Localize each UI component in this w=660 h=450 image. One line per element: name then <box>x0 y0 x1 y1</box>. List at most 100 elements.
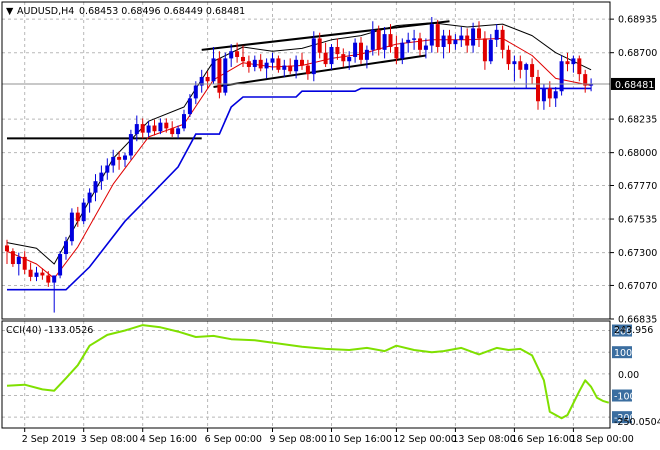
candle-bull <box>270 52 275 70</box>
candle-body <box>282 65 287 70</box>
candle-bull <box>128 129 133 160</box>
candle-bull <box>211 46 216 85</box>
candle-bull <box>146 121 151 137</box>
candle-body <box>370 29 375 50</box>
candle-body <box>459 35 464 40</box>
candle-body <box>589 84 594 86</box>
candle-bear <box>577 55 582 82</box>
time-tick-label: 3 Sep 08:00 <box>81 434 138 445</box>
candle-bear <box>75 206 80 227</box>
candle-body <box>429 24 434 46</box>
cci-label: CCI(40) -133.0526 <box>6 325 93 336</box>
candle-body <box>423 45 428 50</box>
candle-body <box>317 38 322 53</box>
candle-body <box>353 42 358 57</box>
candle-body <box>164 122 169 129</box>
candle-bull <box>123 152 127 167</box>
candle-body <box>128 134 133 156</box>
candle-bear <box>530 58 535 85</box>
candle-body <box>211 58 216 82</box>
candle-bull <box>589 78 594 92</box>
candle-bear <box>323 42 328 67</box>
price-tick-label: 0.66835 <box>618 315 657 326</box>
candle-body <box>506 49 511 65</box>
candle-bear <box>359 36 363 65</box>
candle-bear <box>518 55 523 79</box>
cci-level-tag <box>612 389 632 402</box>
candle-bear <box>335 38 340 60</box>
trendline <box>213 54 427 88</box>
candle-bull <box>187 94 192 117</box>
candle-bull <box>488 34 493 65</box>
price-tick-label: 0.68000 <box>618 148 657 159</box>
candle-body <box>170 128 175 135</box>
price-tick-label: 0.67535 <box>618 215 657 226</box>
candle-bull <box>406 32 411 53</box>
candle-bull <box>364 45 369 69</box>
candle-bear <box>477 21 481 47</box>
candle-body <box>500 29 505 50</box>
candle-body <box>347 56 352 62</box>
candle-bull <box>193 81 198 105</box>
candle-body <box>182 114 186 129</box>
candle-bear <box>506 45 511 70</box>
candle-body <box>87 192 92 203</box>
candle-body <box>246 61 251 67</box>
candle-body <box>559 61 564 92</box>
candle-bear <box>140 118 145 139</box>
candle-bear <box>536 69 540 110</box>
candle-bear <box>217 51 222 99</box>
candle-bull <box>412 29 417 50</box>
candle-bear <box>10 248 15 267</box>
candle-body <box>512 61 517 65</box>
candle-bull <box>81 198 86 225</box>
candle-bear <box>205 71 210 89</box>
candle-bull <box>512 55 517 82</box>
time-tick-label: 4 Sep 16:00 <box>140 434 197 445</box>
candle-body <box>223 58 228 93</box>
candle-body <box>158 122 163 132</box>
candle-bear <box>258 54 263 72</box>
candle-bull <box>541 84 546 110</box>
candle-body <box>400 42 405 59</box>
time-axis: 2 Sep 2019 3 Sep 08:00 4 Sep 16:00 6 Sep 00… <box>22 428 634 445</box>
cci-level-label: 0.00 <box>618 370 639 381</box>
price-panel-frame <box>1 1 611 320</box>
candle-bull <box>69 208 74 246</box>
candle-bear <box>418 32 422 56</box>
candle-body <box>152 125 157 132</box>
candle-bear <box>583 69 588 93</box>
candle-bull <box>99 165 104 190</box>
current-price-tag-text: 0.68481 <box>615 80 654 91</box>
current-price-tag-bg <box>611 77 655 90</box>
candle-body <box>335 46 340 55</box>
candle-body <box>465 35 470 46</box>
candle-body <box>64 241 68 255</box>
candle-body <box>300 59 304 66</box>
candle-bear <box>164 118 169 133</box>
candle-bear <box>22 251 27 275</box>
time-tick-label: 10 Sep 16:00 <box>329 434 392 445</box>
candle-bear <box>565 52 570 72</box>
candle-bear <box>317 32 322 59</box>
candle-body <box>93 181 98 193</box>
candle-body <box>40 272 45 276</box>
chart-direction-icon: ▼ <box>6 6 14 17</box>
candle-bear <box>388 24 393 53</box>
candle-bull <box>252 55 257 72</box>
candle-bear <box>465 28 470 53</box>
cci-panel-frame <box>1 320 611 429</box>
candle-body <box>388 34 393 47</box>
time-tick-label: 6 Sep 00:00 <box>205 434 262 445</box>
candle-body <box>565 61 570 65</box>
cci-line <box>6 324 610 420</box>
candle-bear <box>170 121 175 137</box>
trailing-stop-path <box>7 87 592 291</box>
candle-body <box>577 58 582 75</box>
time-tick-label: 9 Sep 08:00 <box>270 434 327 445</box>
candle-bear <box>46 271 51 287</box>
candle-body <box>447 35 452 45</box>
candle-bull <box>294 55 299 79</box>
price-tick-label: 0.68235 <box>618 115 657 126</box>
price-tick-label: 0.67770 <box>618 181 657 192</box>
